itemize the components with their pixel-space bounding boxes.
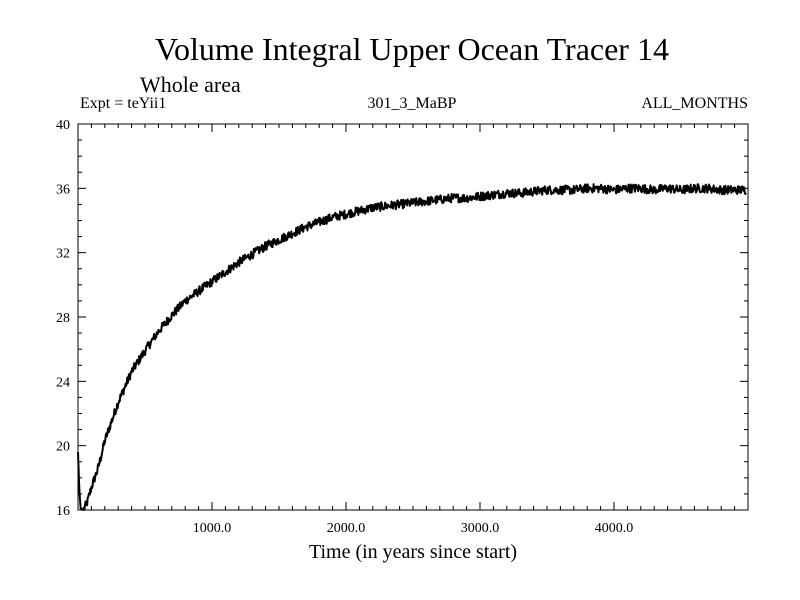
x-tick-label: 2000.0 <box>327 521 366 536</box>
run-id-label: 301_3_MaBP <box>368 95 457 112</box>
tick-labels: 16 20 24 28 32 36 40 1000.0 2000.0 3000.0 4000.0 <box>56 118 633 536</box>
y-tick-label: 24 <box>56 375 70 390</box>
period-label: ALL_MONTHS <box>641 95 748 112</box>
tick-marks <box>78 123 748 511</box>
y-tick-label: 40 <box>56 118 70 133</box>
x-tick-label: 3000.0 <box>461 521 500 536</box>
y-tick-label: 20 <box>56 440 70 455</box>
x-tick-label: 4000.0 <box>595 521 634 536</box>
y-tick-label: 28 <box>56 311 70 326</box>
x-axis-label: Time (in years since start) <box>309 541 517 563</box>
y-tick-label: 16 <box>56 504 70 519</box>
y-tick-label: 36 <box>56 182 70 197</box>
x-tick-label: 1000.0 <box>193 521 232 536</box>
chart-subtitle: Whole area <box>140 72 241 97</box>
series-line-tracer-14 <box>77 183 747 511</box>
plot-frame <box>77 123 749 511</box>
y-tick-label: 32 <box>56 247 70 262</box>
chart-title: Volume Integral Upper Ocean Tracer 14 <box>155 31 669 67</box>
experiment-label: Expt = teYii1 <box>80 95 166 112</box>
